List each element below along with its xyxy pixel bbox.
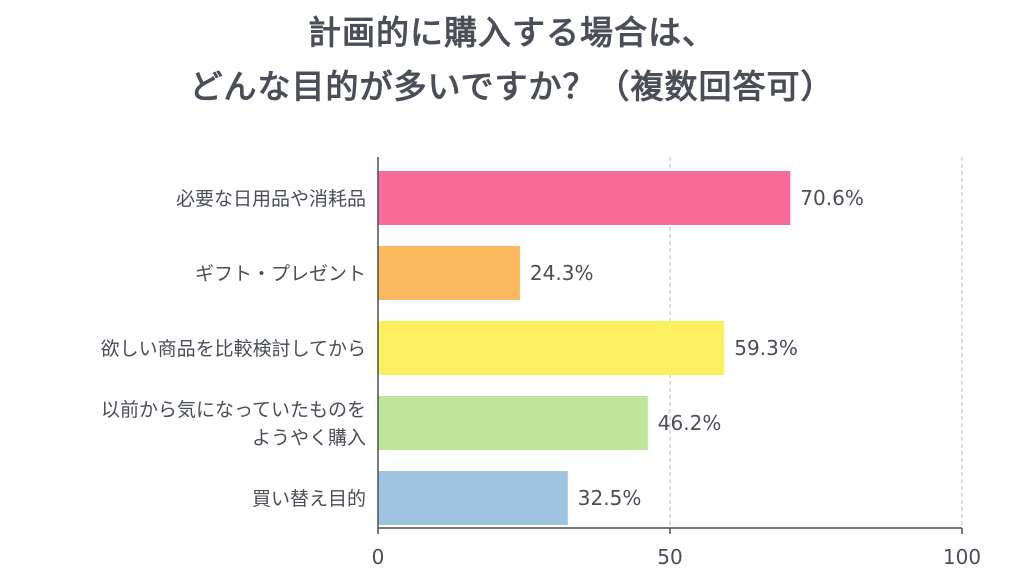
category-labels: 必要な日用品や消耗品ギフト・プレゼント欲しい商品を比較検討してから以前から気にな…	[101, 188, 366, 510]
category-label-4-line-2: ようやく購入	[252, 427, 366, 449]
x-tick-label-0: 0	[372, 545, 385, 569]
bar-5	[378, 471, 568, 525]
value-label-2: 24.3%	[530, 261, 594, 285]
chart-title-line-1: 計画的に購入する場合は、	[308, 13, 716, 52]
chart-title: 計画的に購入する場合は、 どんな目的が多いですか？（複数回答可）	[0, 6, 1024, 114]
value-label-1: 70.6%	[800, 186, 864, 210]
value-labels: 70.6% 24.3% 59.3% 46.2% 32.5%	[530, 186, 864, 510]
bar-2	[378, 246, 520, 300]
chart-title-line-2: どんな目的が多いですか？（複数回答可）	[189, 67, 835, 106]
bars	[378, 171, 791, 525]
bar-1	[378, 171, 791, 225]
value-label-5: 32.5%	[578, 486, 642, 510]
category-label-5: 買い替え目的	[252, 488, 366, 510]
category-label-2: ギフト・プレゼント	[195, 263, 366, 285]
value-label-4: 46.2%	[658, 411, 722, 435]
tick-labels: 0 50 100	[372, 528, 981, 569]
x-tick-label-100: 100	[943, 545, 981, 569]
bar-4	[378, 396, 648, 450]
category-label-3: 欲しい商品を比較検討してから	[101, 338, 366, 360]
x-tick-label-50: 50	[657, 545, 682, 569]
category-label-1: 必要な日用品や消耗品	[176, 188, 366, 210]
bar-3	[378, 321, 725, 375]
category-label-4-line-1: 以前から気になっていたものを	[101, 399, 366, 421]
value-label-3: 59.3%	[734, 336, 798, 360]
